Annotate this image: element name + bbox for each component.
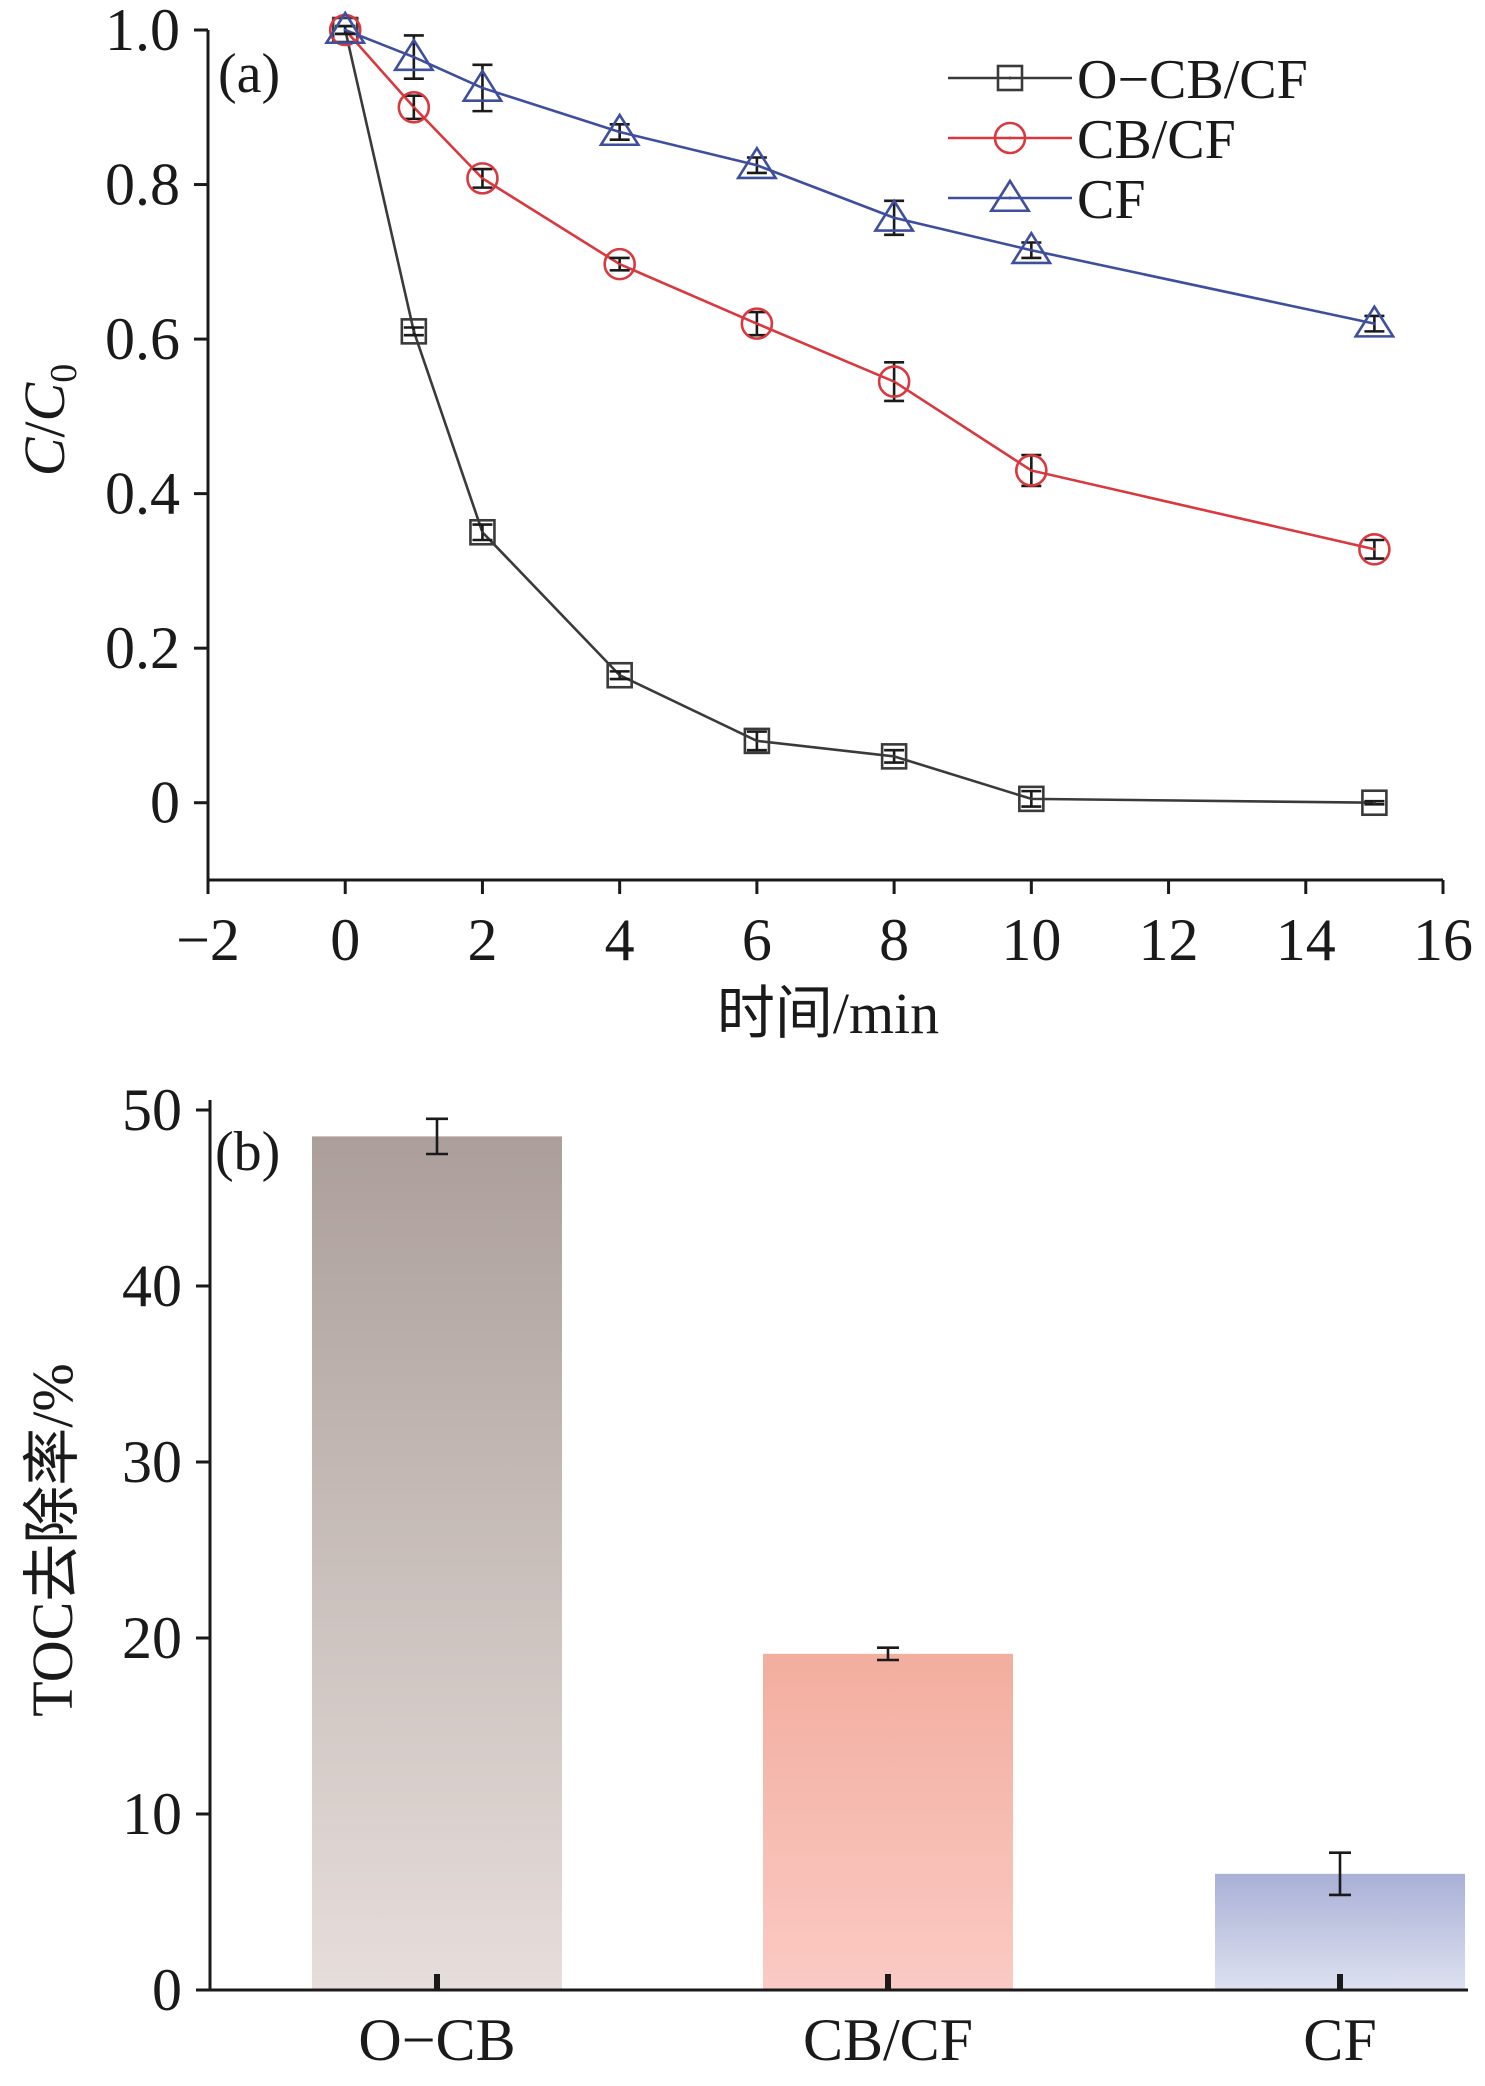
- data-point-cf: [1353, 304, 1396, 338]
- legend-marker-o-cb-cf: [996, 64, 1024, 92]
- data-point-o-cb-cf: [606, 661, 633, 689]
- x-tick-label: 12: [1139, 907, 1199, 973]
- error-bar: [877, 1646, 899, 1662]
- panel-label-b: (b): [215, 1121, 280, 1183]
- x-tick-label: 8: [879, 907, 909, 973]
- y-tick-label: 30: [122, 1429, 182, 1495]
- x-ticks: −2 0 2 4 6 8 10 12 14 16: [176, 880, 1473, 973]
- data-point-o-cb-cf: [1018, 785, 1045, 813]
- legend-marker-cf: [988, 178, 1032, 213]
- data-point-cb-cf: [603, 247, 636, 281]
- data-point-cb-cf: [740, 307, 774, 340]
- x-tick-label: 2: [467, 907, 497, 973]
- panel-label-a: (a): [218, 43, 280, 105]
- data-point-o-cb-cf: [1361, 789, 1388, 817]
- y-tick-label: 10: [122, 1781, 182, 1847]
- x-tick-label: CF: [1303, 2007, 1376, 2073]
- legend-label-cf: CF: [1077, 169, 1146, 231]
- x-axis-title: 时间/min: [717, 981, 939, 1046]
- y-tick-label: 0.8: [105, 152, 180, 218]
- y-tick-label: 1.0: [105, 0, 180, 63]
- data-point-cb-cf: [877, 365, 911, 398]
- data-point-o-cb-cf: [743, 727, 771, 755]
- x-tick-labels: O−CB CB/CF CF: [358, 1974, 1377, 2073]
- data-point-cf: [1010, 230, 1053, 265]
- x-tick-label: 4: [605, 907, 635, 973]
- error-bar: [1329, 1851, 1351, 1897]
- y-tick-label: 0.2: [105, 615, 180, 681]
- y-ticks: 0 0.2 0.4 0.6 0.8 1.0: [105, 0, 208, 836]
- data-point-cf: [392, 37, 435, 72]
- data-point-cb-cf: [466, 162, 499, 195]
- x-tick-label: 16: [1413, 907, 1473, 973]
- y-tick-label: 20: [122, 1605, 182, 1671]
- bar-chart-panel: 0 10 20 30 40 50 O−CB CB/CF CF (b) TOC去除率/%: [20, 1077, 1468, 2073]
- data-point-cb-cf: [1015, 454, 1048, 487]
- x-tick-label: CB/CF: [803, 2007, 973, 2073]
- data-point-cf: [735, 145, 778, 180]
- x-tick-label: 10: [1001, 907, 1061, 973]
- x-tick-label: 14: [1276, 907, 1336, 973]
- data-point-cf: [873, 198, 916, 232]
- data-point-cf: [324, 10, 367, 45]
- series-line-cb-cf: [344, 29, 1375, 551]
- error-bar: [426, 1117, 448, 1156]
- y-axis-title: C/C0: [12, 364, 85, 477]
- series-line-o-cb-cf: [343, 29, 1375, 805]
- y-tick-label: 0.6: [105, 306, 180, 372]
- data-point-cb-cf: [397, 90, 431, 124]
- y-tick-label: 0: [150, 770, 180, 836]
- y-ticks: 0 10 20 30 40 50: [122, 1077, 210, 2023]
- y-tick-label: 0: [152, 1957, 182, 2023]
- data-point-o-cb-cf: [469, 518, 496, 546]
- legend-label-cb-cf: CB/CF: [1077, 109, 1236, 171]
- bar: [763, 1653, 1013, 1990]
- x-tick-label: 6: [742, 907, 772, 973]
- legend-marker-cb-cf: [993, 121, 1027, 155]
- legend-item-cf: CF: [948, 169, 1146, 231]
- legend-item-o-cb-cf: O−CB/CF: [948, 49, 1308, 111]
- x-tick-label: 0: [330, 907, 360, 973]
- legend-item-cb-cf: CB/CF: [948, 109, 1236, 171]
- y-tick-label: 50: [122, 1077, 182, 1143]
- data-point-cb-cf: [1358, 532, 1391, 566]
- x-tick-label: −2: [176, 907, 240, 973]
- data-point-cf: [598, 112, 641, 147]
- bar: [312, 1136, 562, 1990]
- x-tick-label: O−CB: [358, 2007, 515, 2073]
- line-chart-panel: −2 0 2 4 6 8 10 12 14 16 0 0.2 0.4 0.6 0.8 1.0 (a) 时间/…: [12, 0, 1473, 1046]
- series-line-cf: [344, 28, 1375, 325]
- y-axis-title: TOC去除率/%: [20, 1363, 85, 1716]
- series-layer: [324, 10, 1396, 817]
- bars-layer: [312, 1117, 1465, 1990]
- data-point-cf: [461, 68, 504, 103]
- y-tick-label: 0.4: [105, 461, 180, 527]
- legend-label-o-cb-cf: O−CB/CF: [1077, 49, 1308, 111]
- y-tick-label: 40: [122, 1253, 182, 1319]
- data-point-o-cb-cf: [880, 743, 908, 770]
- data-point-o-cb-cf: [400, 318, 428, 345]
